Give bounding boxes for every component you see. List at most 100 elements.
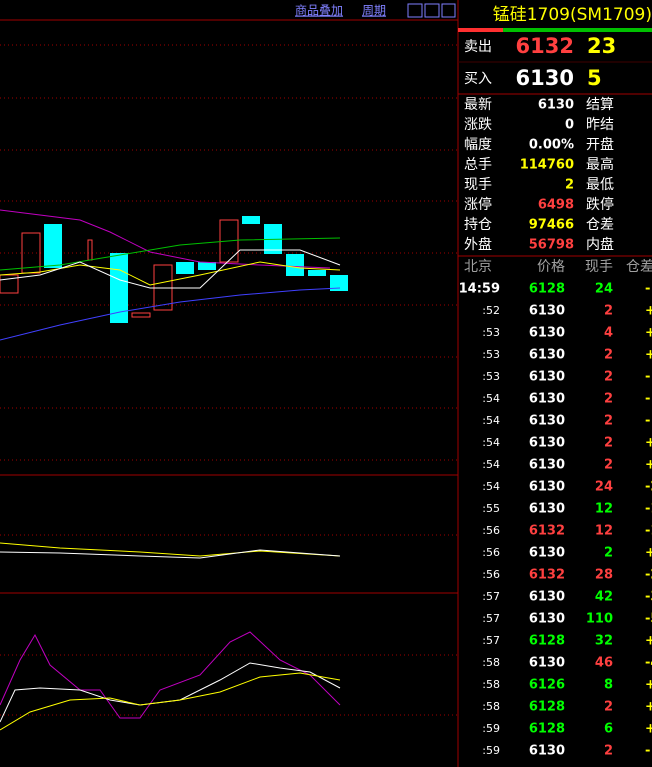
- chart-area: [0, 0, 459, 767]
- stat-value: 114760: [520, 158, 574, 173]
- tick-time: :53: [482, 348, 500, 361]
- tick-change: -: [645, 282, 650, 297]
- tick-price: 6130: [529, 590, 565, 605]
- tick-price: 6130: [529, 546, 565, 561]
- tick-volume: 2: [604, 700, 613, 715]
- tick-price: 6128: [529, 700, 565, 715]
- stat-label: 幅度: [464, 137, 492, 153]
- stat-label: 外盘: [464, 236, 492, 253]
- stat-label: 昨结: [586, 117, 614, 133]
- tick-price: 6130: [529, 744, 565, 759]
- tick-time: :52: [482, 304, 500, 317]
- tick-change: -: [645, 414, 650, 429]
- tick-volume: 32: [595, 634, 613, 649]
- tick-price: 6130: [529, 370, 565, 385]
- tick-change: +: [645, 436, 652, 451]
- tick-volume: 2: [604, 348, 613, 363]
- tick-price: 6130: [529, 348, 565, 363]
- tick-volume: 2: [604, 744, 613, 759]
- stat-label: 现手: [464, 177, 492, 193]
- tick-change: +: [645, 678, 652, 693]
- tick-header: 北京: [464, 259, 492, 275]
- tick-volume: 24: [595, 282, 613, 297]
- quote-title: 锰硅1709(SM1709): [493, 5, 652, 25]
- tick-volume: 2: [604, 304, 613, 319]
- tick-volume: 42: [595, 590, 613, 605]
- tick-change: -1: [645, 502, 652, 517]
- tick-time: :56: [482, 568, 500, 581]
- tick-price: 6130: [529, 480, 565, 495]
- tick-time: :53: [482, 370, 500, 383]
- tick-volume: 4: [604, 326, 613, 341]
- tick-price: 6128: [529, 282, 565, 297]
- tick-volume: 28: [595, 568, 613, 583]
- tick-price: 6130: [529, 414, 565, 429]
- tick-change: -4: [645, 656, 652, 671]
- tick-price: 6126: [529, 678, 565, 693]
- tick-time: :55: [482, 502, 500, 515]
- tick-time: 14:59: [459, 282, 500, 297]
- tick-price: 6130: [529, 304, 565, 319]
- stat-label: 持仓: [464, 217, 492, 233]
- stat-label: 内盘: [586, 236, 614, 253]
- tick-price: 6128: [529, 722, 565, 737]
- stat-value: 0.00%: [529, 138, 574, 153]
- tick-time: :53: [482, 326, 500, 339]
- tick-time: :59: [482, 744, 500, 757]
- tick-time: :56: [482, 524, 500, 537]
- tick-change: +: [645, 700, 652, 715]
- sell-strip: [458, 28, 503, 32]
- tick-change: +: [645, 326, 652, 341]
- buy-volume: 5: [587, 66, 602, 90]
- stat-label: 跌停: [586, 196, 614, 213]
- tick-time: :54: [482, 392, 500, 405]
- toolbar-icons[interactable]: [407, 3, 456, 18]
- grid: [0, 44, 458, 716]
- tick-change: -: [645, 370, 650, 385]
- tick-price: 6130: [529, 502, 565, 517]
- tick-volume: 2: [604, 414, 613, 429]
- stat-label: 涨跌: [464, 117, 492, 133]
- tick-price: 6130: [529, 656, 565, 671]
- tick-time: :54: [482, 480, 500, 493]
- tick-change: -1: [645, 524, 652, 539]
- tick-header: 仓差: [626, 259, 652, 275]
- buy-price: 6130: [516, 66, 574, 90]
- period-link[interactable]: 周期: [362, 4, 386, 18]
- stat-label: 结算: [586, 97, 614, 113]
- tick-time: :57: [482, 590, 500, 603]
- tick-price: 6132: [529, 568, 565, 583]
- stat-label: 最新: [464, 97, 492, 113]
- tick-time: :54: [482, 458, 500, 471]
- sell-volume: 23: [587, 34, 616, 58]
- stat-value: 2: [565, 178, 574, 193]
- tick-volume: 12: [595, 524, 613, 539]
- stat-value: 6498: [538, 198, 574, 213]
- tick-volume: 2: [604, 458, 613, 473]
- candles-down: [44, 216, 348, 323]
- overlay-link[interactable]: 商品叠加: [295, 3, 343, 18]
- tick-volume: 8: [604, 678, 613, 693]
- tick-time: :56: [482, 546, 500, 559]
- tick-price: 6130: [529, 458, 565, 473]
- tick-header: 现手: [585, 259, 613, 275]
- tick-header: 价格: [537, 259, 565, 275]
- buy-strip: [503, 28, 652, 32]
- tick-time: :58: [482, 678, 500, 691]
- sell-price: 6132: [516, 34, 574, 58]
- tick-change: -2: [645, 480, 652, 495]
- tick-change: -5: [645, 612, 652, 627]
- tick-price: 6128: [529, 634, 565, 649]
- tick-volume: 6: [604, 722, 613, 737]
- tick-time: :58: [482, 700, 500, 713]
- stat-label: 最高: [586, 156, 614, 173]
- tick-time: :54: [482, 414, 500, 427]
- tick-price: 6132: [529, 524, 565, 539]
- tick-change: +: [645, 458, 652, 473]
- stat-label: 涨停: [464, 196, 492, 213]
- tick-price: 6130: [529, 326, 565, 341]
- tick-time: :57: [482, 612, 500, 625]
- sell-label: 卖出: [464, 39, 492, 55]
- tick-price: 6130: [529, 436, 565, 451]
